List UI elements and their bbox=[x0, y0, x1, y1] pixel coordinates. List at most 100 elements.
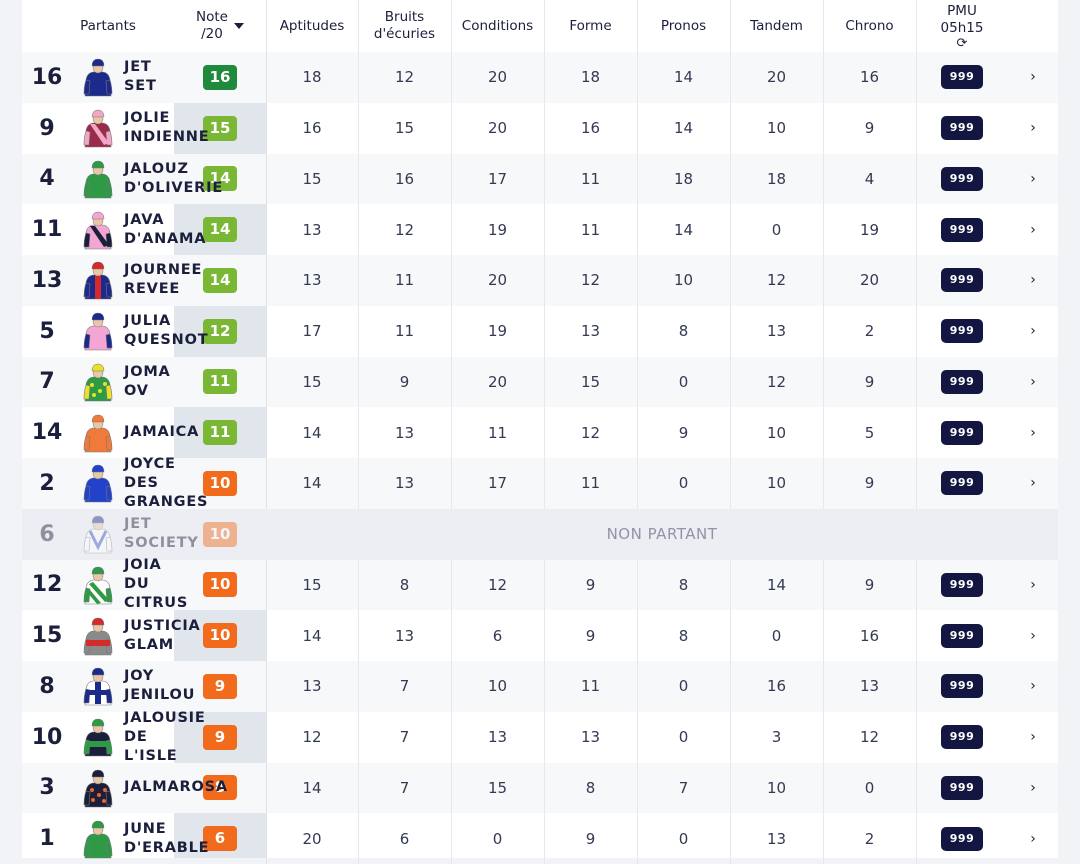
table-row[interactable]: 7 JOMA OV 11 15 9 20 15 0 12 9 999 › bbox=[22, 356, 1058, 408]
note-cell: 6 bbox=[174, 826, 266, 852]
table-row[interactable]: 15 JUSTICIA GLAM 10 14 13 6 9 8 0 16 999 › bbox=[22, 610, 1058, 661]
column-divider bbox=[823, 762, 824, 814]
runner-name[interactable]: JOIA DU CITRUS bbox=[124, 557, 189, 612]
score-tandem: 0 bbox=[771, 220, 782, 239]
column-divider bbox=[637, 711, 638, 763]
runner-name[interactable]: JAMAICA bbox=[124, 424, 200, 441]
header-pmu[interactable]: PMU 05h15 ⟳ bbox=[916, 3, 1008, 50]
table-row[interactable]: 13 JOURNEE REVEE 14 13 11 20 12 10 12 20 999 › bbox=[22, 255, 1058, 306]
odds-badge[interactable]: 999 bbox=[941, 217, 983, 242]
chevron-right-icon[interactable]: › bbox=[1030, 779, 1036, 796]
odds-badge[interactable]: 999 bbox=[941, 471, 983, 496]
table-row[interactable]: 12 JOIA DU CITRUS 10 15 8 12 9 8 14 9 999 › bbox=[22, 557, 1058, 611]
chevron-right-icon[interactable]: › bbox=[1030, 272, 1036, 289]
chevron-right-icon[interactable]: › bbox=[1030, 830, 1036, 847]
chevron-right-icon[interactable]: › bbox=[1030, 120, 1036, 137]
column-divider bbox=[451, 153, 452, 205]
odds-badge[interactable]: 999 bbox=[941, 725, 983, 750]
header-pronos[interactable]: Pronos bbox=[660, 17, 707, 34]
odds-badge[interactable]: 999 bbox=[941, 775, 983, 800]
chevron-right-icon[interactable]: › bbox=[1030, 373, 1036, 390]
chevron-right-icon[interactable]: › bbox=[1030, 323, 1036, 340]
odds-badge[interactable]: 999 bbox=[941, 166, 983, 191]
score-aptitudes: 18 bbox=[302, 68, 322, 87]
table-row[interactable]: 4 JALOUZ D'OLIVERIE 14 15 16 17 11 18 18 4 999 › bbox=[22, 153, 1058, 205]
header-forme[interactable]: Forme bbox=[569, 17, 612, 34]
table-row[interactable]: 3 JALMAROSA 8 14 7 15 8 7 10 0 999 › bbox=[22, 762, 1058, 814]
odds-badge[interactable]: 999 bbox=[941, 420, 983, 445]
odds-badge[interactable]: 999 bbox=[941, 369, 983, 394]
score-conditions: 19 bbox=[487, 220, 508, 239]
runner-name[interactable]: JALOUZ D'OLIVERIE bbox=[124, 160, 224, 196]
column-divider bbox=[266, 610, 267, 661]
header-chrono[interactable]: Chrono bbox=[845, 17, 894, 34]
runner-name[interactable]: JOLIE INDIENNE bbox=[124, 110, 210, 146]
table-row[interactable]: 5 JULIA QUESNOT 12 17 11 19 13 8 13 2 999 › bbox=[22, 305, 1058, 357]
odds-badge[interactable]: 999 bbox=[941, 674, 983, 699]
score-bruits: 8 bbox=[399, 575, 410, 594]
score-pronos: 14 bbox=[673, 220, 694, 239]
chevron-right-icon[interactable]: › bbox=[1030, 627, 1036, 644]
odds-badge[interactable]: 999 bbox=[941, 623, 983, 648]
table-row[interactable]: 1 JUNE D'ERABLE 6 20 6 0 9 0 13 2 999 › bbox=[22, 813, 1058, 864]
column-divider bbox=[637, 813, 638, 864]
chevron-right-icon[interactable]: › bbox=[1030, 729, 1036, 746]
runner-name[interactable]: JUSTICIA GLAM bbox=[124, 617, 201, 653]
column-divider bbox=[451, 305, 452, 357]
odds-badge[interactable]: 999 bbox=[941, 65, 983, 90]
header-conditions[interactable]: Conditions bbox=[461, 17, 534, 34]
jockey-silk-icon bbox=[83, 363, 113, 402]
chevron-right-icon[interactable]: › bbox=[1030, 678, 1036, 695]
header-partants[interactable]: Partants bbox=[80, 17, 136, 34]
odds-badge[interactable]: 999 bbox=[941, 826, 983, 851]
chevron-right-icon[interactable]: › bbox=[1030, 424, 1036, 441]
column-divider bbox=[637, 204, 638, 255]
runner-name[interactable]: JOYCE DES GRANGES bbox=[124, 455, 209, 510]
table-row[interactable]: 11 JAVA D'ANAMA 14 13 12 19 11 14 0 19 999 › bbox=[22, 204, 1058, 255]
table-row[interactable]: 14 JAMAICA 11 14 13 11 12 9 10 5 999 › bbox=[22, 407, 1058, 458]
odds-badge[interactable]: 999 bbox=[941, 268, 983, 293]
odds-badge[interactable]: 999 bbox=[941, 319, 983, 344]
column-divider bbox=[451, 52, 452, 103]
runner-name[interactable]: JOMA OV bbox=[124, 363, 171, 399]
score-chrono: 4 bbox=[864, 169, 875, 188]
runner-name[interactable]: JAVA D'ANAMA bbox=[124, 211, 207, 247]
runner-name[interactable]: JET SOCIETY bbox=[124, 516, 199, 552]
odds-cell: 999 bbox=[916, 826, 1008, 851]
runner-number: 12 bbox=[31, 572, 63, 598]
odds-badge[interactable]: 999 bbox=[941, 572, 983, 597]
chevron-right-icon[interactable]: › bbox=[1030, 221, 1036, 238]
table-row[interactable]: 16 JET SET 16 18 12 20 18 14 20 16 999 › bbox=[22, 52, 1058, 103]
runner-name[interactable]: JET SET bbox=[124, 59, 157, 95]
header-aptitudes[interactable]: Aptitudes bbox=[279, 17, 345, 34]
chevron-right-icon[interactable]: › bbox=[1030, 576, 1036, 593]
score-forme: 13 bbox=[580, 728, 601, 747]
table-row[interactable]: 10 JALOUSIE DE L'ISLE 9 12 7 13 13 0 3 12 999 › bbox=[22, 709, 1058, 764]
runner-name[interactable]: JOURNEE REVEE bbox=[124, 262, 203, 298]
table-row[interactable]: 9 JOLIE INDIENNE 15 16 15 20 16 14 10 9 999 › bbox=[22, 102, 1058, 154]
score-pronos: 8 bbox=[678, 575, 689, 594]
runner-name[interactable]: JALOUSIE DE L'ISLE bbox=[124, 709, 206, 764]
table-row[interactable]: 8 JOY JENILOU 9 13 7 10 11 0 16 13 999 › bbox=[22, 661, 1058, 712]
runner-name[interactable]: JULIA QUESNOT bbox=[124, 313, 209, 349]
column-divider bbox=[915, 153, 916, 205]
chevron-right-icon[interactable]: › bbox=[1030, 170, 1036, 187]
odds-badge[interactable]: 999 bbox=[941, 116, 983, 141]
score-aptitudes: 14 bbox=[302, 474, 322, 493]
runner-name[interactable]: JOY JENILOU bbox=[124, 668, 196, 704]
chevron-right-icon[interactable]: › bbox=[1030, 69, 1036, 86]
runner-name[interactable]: JALMAROSA bbox=[124, 779, 228, 796]
note-badge: 11 bbox=[203, 369, 237, 395]
table-row[interactable]: 6 JET SOCIETY 10 NON PARTANT bbox=[22, 508, 1058, 560]
header-tandem[interactable]: Tandem bbox=[750, 17, 803, 34]
runner-name[interactable]: JUNE D'ERABLE bbox=[124, 820, 210, 856]
chevron-right-icon[interactable]: › bbox=[1030, 475, 1036, 492]
score-bruits: 7 bbox=[399, 677, 410, 696]
table-row[interactable]: 2 JOYCE DES GRANGES 10 14 13 17 11 0 10 9 999 › bbox=[22, 455, 1058, 510]
refresh-icon[interactable]: ⟳ bbox=[956, 35, 968, 51]
column-divider bbox=[729, 559, 730, 611]
header-note-sort[interactable]: Note /20 bbox=[174, 9, 266, 43]
note-badge: 14 bbox=[203, 217, 237, 243]
header-bruits[interactable]: Bruits d'écuries bbox=[373, 9, 436, 42]
table-header: Partants Note /20 Aptitudes Bruits d'écu… bbox=[22, 0, 1058, 53]
